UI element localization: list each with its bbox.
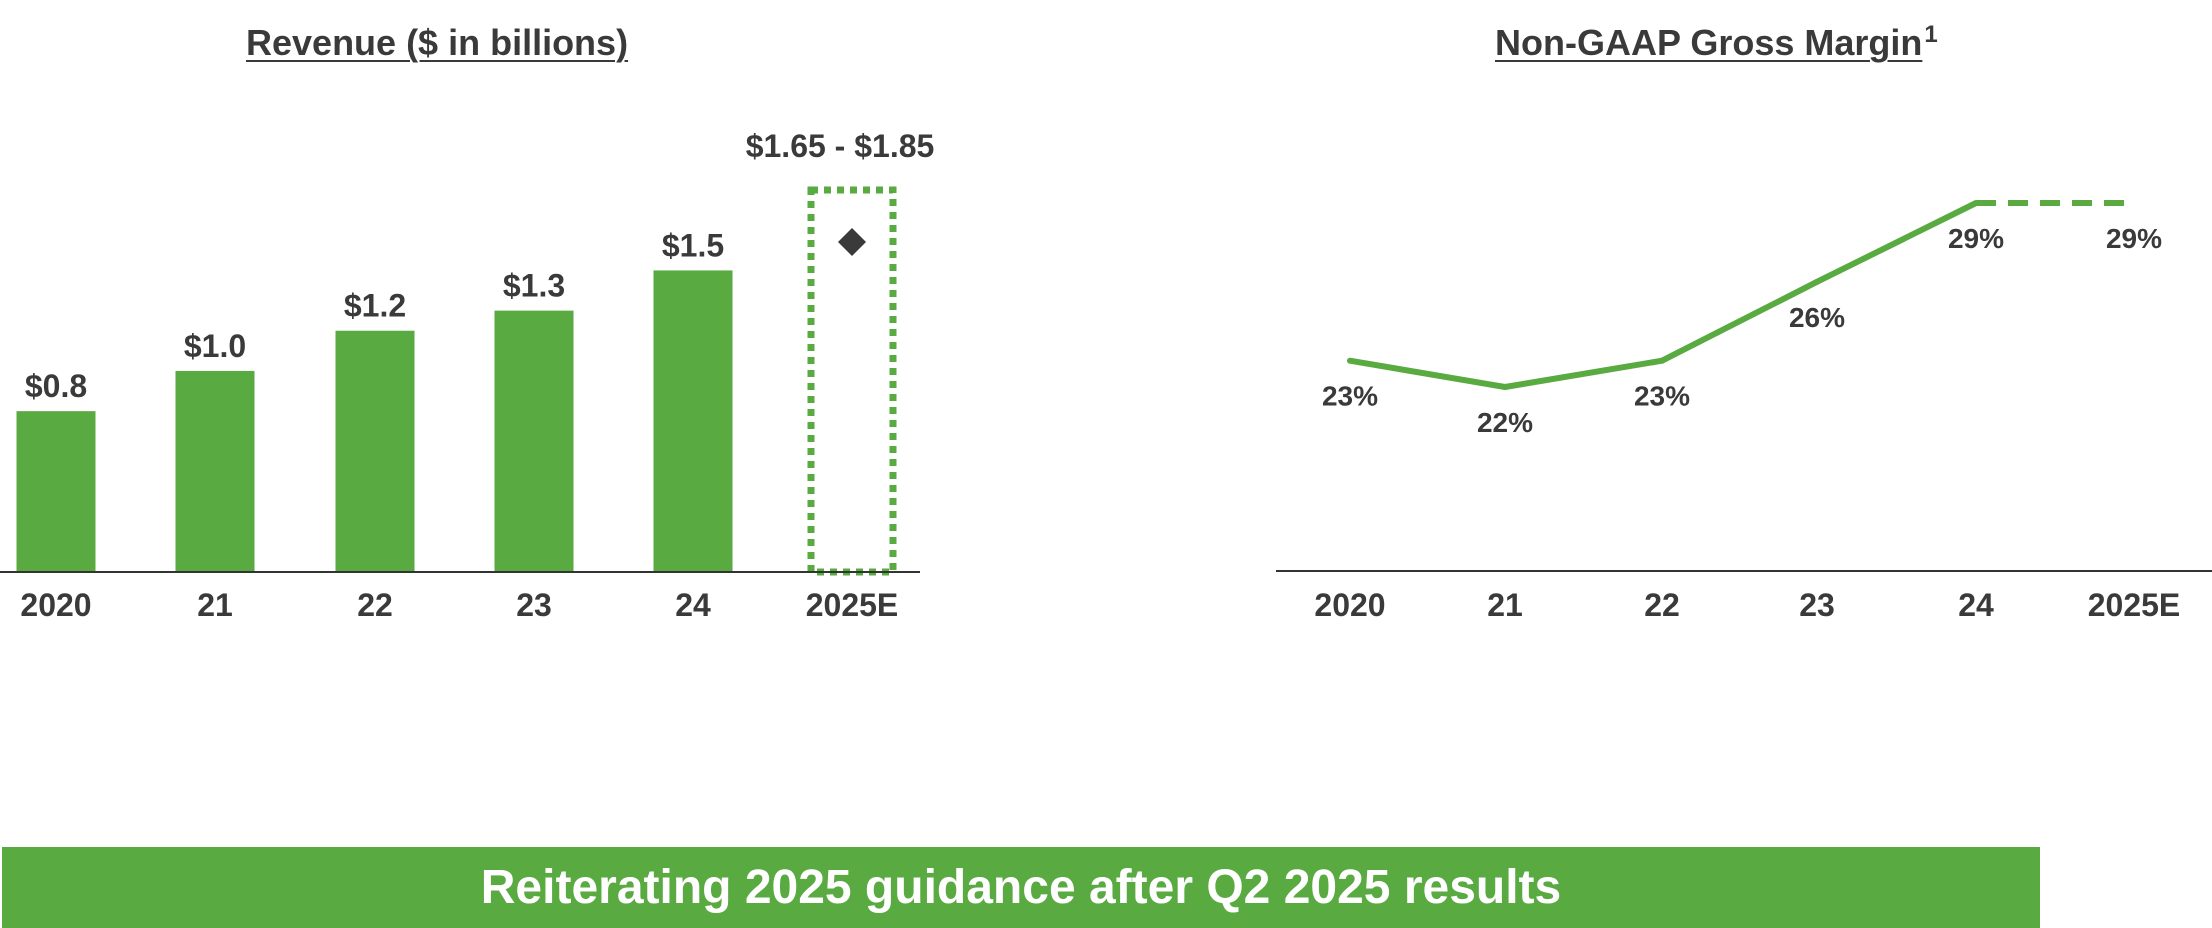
gross-margin-x-tick-label: 2025E [2088,587,2181,623]
gross-margin-value-label: 29% [1948,223,2004,254]
gross-margin-x-tick-label: 22 [1644,587,1680,623]
gross-margin-value-label: 29% [2106,223,2162,254]
gross-margin-line-chart: 23% 22% 23% 26% 29% 29% 2020 21 22 23 24 2025E [0,0,2212,680]
gross-margin-value-label: 22% [1477,407,1533,438]
gross-margin-value-label: 23% [1322,381,1378,412]
gross-margin-value-label: 23% [1634,381,1690,412]
guidance-banner: Reiterating 2025 guidance after Q2 2025 … [2,847,2040,928]
gross-margin-x-tick-label: 21 [1487,587,1523,623]
gross-margin-x-tick-label: 23 [1799,587,1835,623]
gross-margin-x-tick-label: 24 [1958,587,1994,623]
gross-margin-x-tick-label: 2020 [1314,587,1385,623]
gross-margin-value-label: 26% [1789,302,1845,333]
banner-text: Reiterating 2025 guidance after Q2 2025 … [481,860,1561,915]
